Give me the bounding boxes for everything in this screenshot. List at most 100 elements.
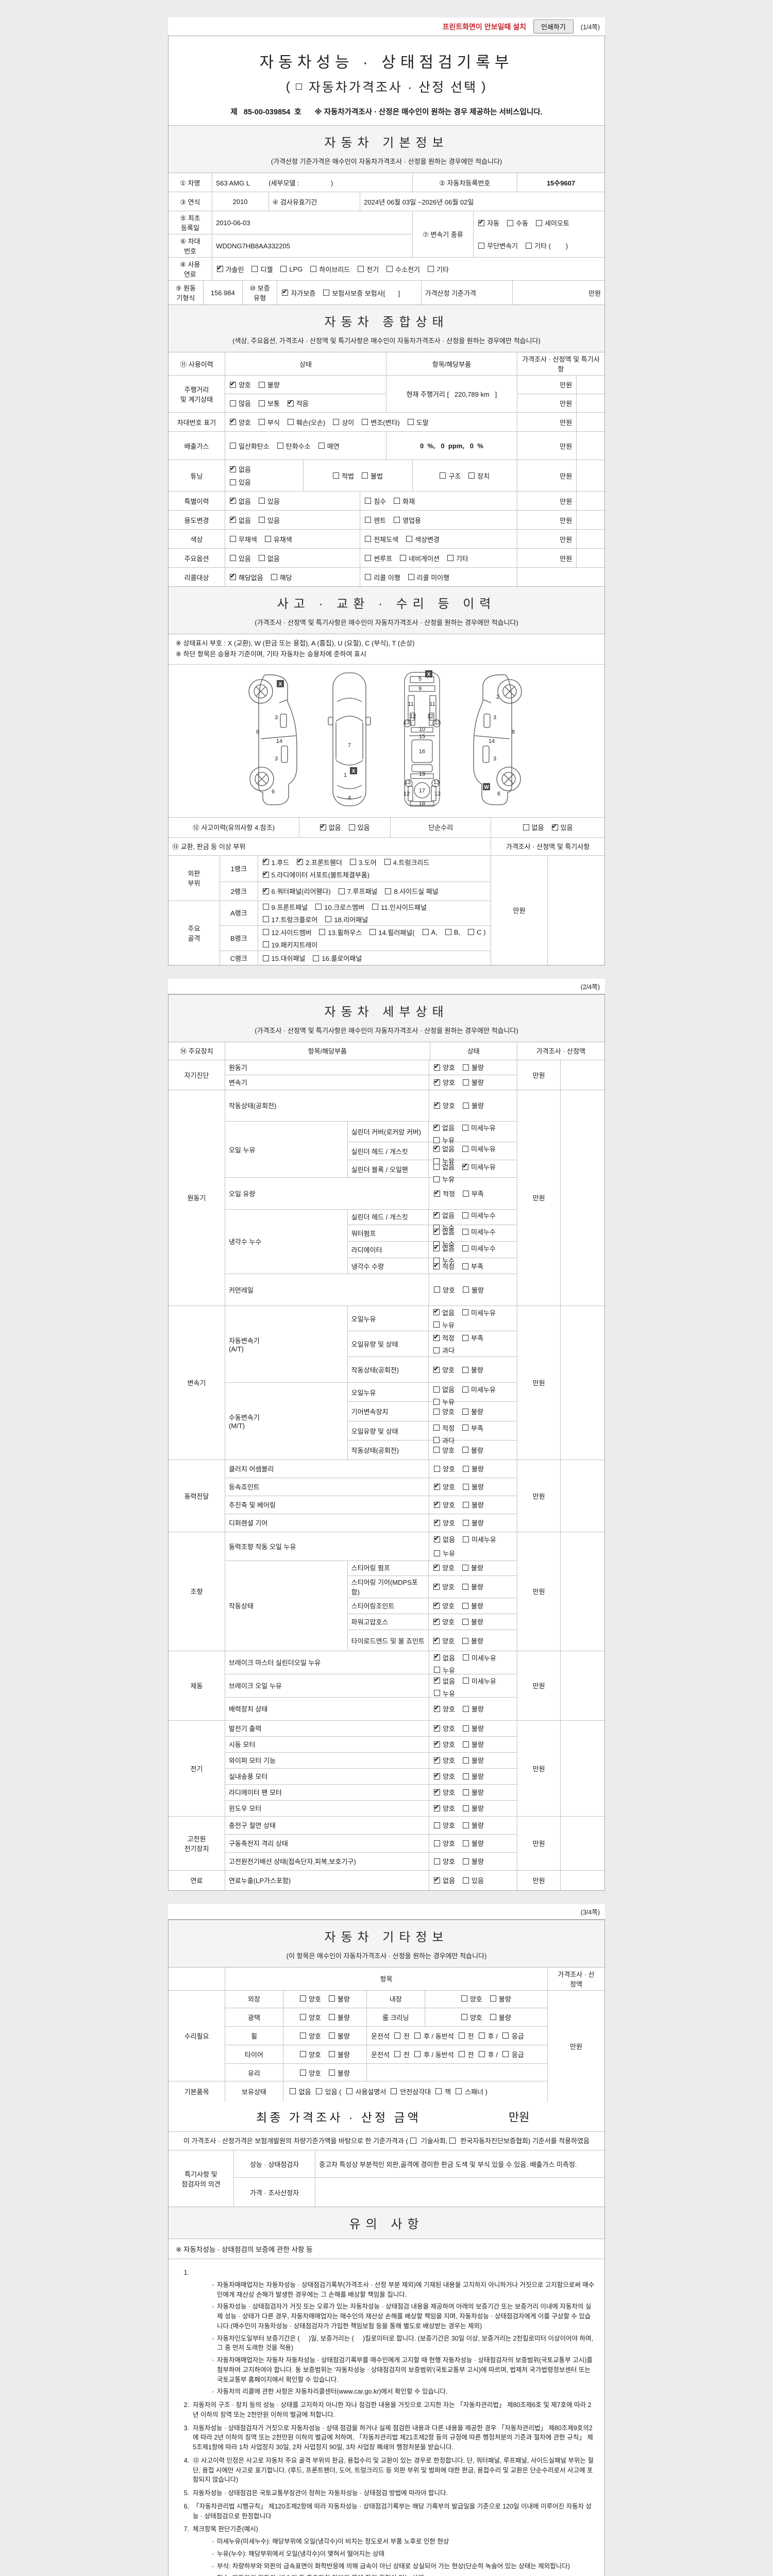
checkbox-icon[interactable] [462,1501,469,1508]
checkbox-item[interactable]: 부식 [258,417,280,427]
checkbox-item[interactable]: 17.트렁크플로어 [262,914,317,924]
checkbox-item[interactable]: 불량 [462,1464,484,1473]
checkbox-icon[interactable] [361,472,368,479]
checkbox-item[interactable]: 양호 [434,1704,455,1714]
checkbox-checked-icon[interactable] [434,1482,441,1490]
checkbox-icon[interactable] [369,929,376,936]
checkbox-item[interactable]: 미세누수 [462,1243,496,1253]
checkbox-item[interactable]: 불량 [462,1856,484,1866]
checkbox-checked-icon[interactable] [433,1333,440,1341]
checkbox-checked-icon[interactable] [434,1500,441,1508]
checkbox-item[interactable]: 매연 [318,441,340,451]
checkbox-icon[interactable] [362,419,368,425]
checkbox-item[interactable]: 불량 [462,1445,483,1455]
checkbox-icon[interactable] [258,381,265,388]
checkbox-item[interactable]: 세미오토 [536,218,569,228]
checkbox-icon[interactable] [262,916,269,923]
checkbox-checked-icon[interactable] [434,1100,441,1109]
checkbox-icon[interactable] [462,1102,469,1109]
checkbox-item[interactable]: 리콜 미이행 [408,572,449,582]
checkbox-checked-icon[interactable] [434,1875,441,1884]
checkbox-icon[interactable] [358,266,364,272]
checkbox-item[interactable]: 12.사이드멤버 [262,927,311,937]
checkbox-icon[interactable] [365,574,372,580]
checkbox-item[interactable]: 없음 [433,1227,455,1236]
checkbox-item[interactable]: 해당 [271,572,292,582]
checkbox-icon[interactable] [462,1789,469,1795]
checkbox-icon[interactable] [434,1822,441,1828]
checkbox-item[interactable]: 18.리어패널 [325,914,368,924]
checkbox-checked-icon[interactable] [433,1582,440,1590]
checkbox-checked-icon[interactable] [434,1771,441,1780]
checkbox-checked-icon[interactable] [434,1077,441,1086]
checkbox-checked-icon[interactable] [287,398,294,406]
checkbox-icon[interactable] [328,1995,335,2002]
checkbox-item[interactable]: 불법 [361,471,383,481]
checkbox-checked-icon[interactable] [434,1518,441,1526]
checkbox-icon[interactable] [433,1347,440,1353]
checkbox-item[interactable]: 부족 [462,1333,483,1343]
checkbox-icon[interactable] [386,266,393,272]
checkbox-item[interactable]: 양호 [299,2012,321,2022]
checkbox-icon[interactable] [433,1163,440,1170]
checkbox-item[interactable]: 없음 [433,1243,455,1253]
checkbox-item[interactable]: 불량 [462,1787,484,1797]
checkbox-item[interactable]: 양호 [433,1582,455,1591]
checkbox-item[interactable]: 1.후드 [262,857,289,867]
checkbox-checked-icon[interactable] [229,417,236,425]
checkbox-icon[interactable] [462,1447,469,1453]
checkbox-icon[interactable] [365,536,372,542]
checkbox-item[interactable]: 불량 [462,1365,483,1375]
checkbox-checked-icon[interactable] [434,1803,441,1811]
checkbox-item[interactable]: 양호 [434,1739,455,1749]
checkbox-item[interactable]: 일산화탄소 [229,441,270,451]
checkbox-icon[interactable] [348,824,355,831]
checkbox-icon[interactable] [449,2138,456,2144]
checkbox-item[interactable]: 양호 [299,1994,321,2004]
checkbox-icon[interactable] [299,1995,306,2002]
checkbox-item[interactable]: C ) [468,928,485,936]
checkbox-item[interactable]: 불량 [462,1771,484,1781]
checkbox-item[interactable]: 불량 [462,1820,484,1830]
checkbox-item[interactable]: 누유 [433,1397,455,1406]
checkbox-item[interactable]: 리콜 이행 [365,572,400,582]
checkbox-icon[interactable] [328,2014,335,2021]
checkbox-item[interactable]: 적정 [433,1423,455,1433]
checkbox-icon[interactable] [462,1637,469,1644]
checkbox-checked-icon[interactable] [229,515,236,523]
checkbox-icon[interactable] [433,1447,440,1453]
checkbox-icon[interactable] [445,929,451,936]
checkbox-icon[interactable] [462,1079,469,1086]
checkbox-item[interactable]: 색상변경 [406,534,440,544]
checkbox-item[interactable]: 누유 [433,1174,455,1184]
checkbox-item[interactable]: 누유 [433,1320,455,1330]
checkbox-item[interactable]: 많음 [229,398,251,408]
checkbox-icon[interactable] [462,1725,469,1732]
checkbox-checked-icon[interactable] [297,857,304,866]
checkbox-item[interactable]: 양호 [433,1617,455,1626]
checkbox-icon[interactable] [433,1408,440,1415]
checkbox-item[interactable]: 불량 [462,1617,483,1626]
checkbox-icon[interactable] [458,2032,465,2039]
checkbox-item[interactable]: LPG [280,265,303,273]
checkbox-icon[interactable] [468,929,475,936]
checkbox-icon[interactable] [434,1465,441,1472]
checkbox-icon[interactable] [229,443,236,449]
checkbox-icon[interactable] [536,219,543,226]
checkbox-item[interactable]: 수동 [507,218,528,228]
checkbox-item[interactable]: 양호 [434,1838,455,1848]
checkbox-icon[interactable] [410,2138,416,2144]
checkbox-icon[interactable] [462,1064,469,1071]
checkbox-icon[interactable] [462,1519,469,1526]
checkbox-item[interactable]: 양호 [229,417,251,427]
checkbox-icon[interactable] [462,1877,469,1884]
checkbox-checked-icon[interactable] [282,287,289,296]
checkbox-checked-icon[interactable] [229,380,236,388]
checkbox-item[interactable]: 미세누유 [462,1123,496,1132]
checkbox-icon[interactable] [258,555,265,561]
checkbox-item[interactable]: 3.도어 [349,857,377,867]
checkbox-item[interactable]: 미세누유 [462,1144,496,1154]
checkbox-item[interactable]: 없음 [229,464,251,474]
checkbox-item[interactable]: 있음 [348,822,370,832]
checkbox-checked-icon[interactable] [229,496,236,504]
